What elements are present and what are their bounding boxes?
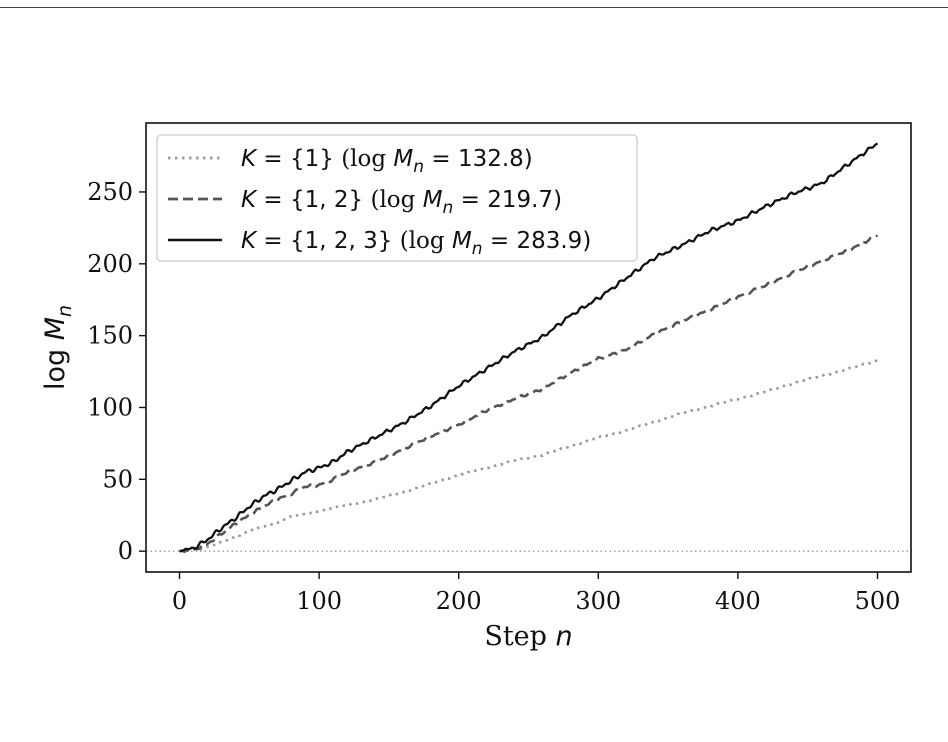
y-axis-label: log Mn bbox=[40, 305, 76, 390]
plot-frame bbox=[145, 122, 912, 573]
y-tick-label-50: 50 bbox=[102, 465, 133, 493]
x-tick-label-500: 500 bbox=[855, 587, 901, 615]
y-axis-label-var: M bbox=[40, 317, 71, 340]
x-tick-label-100: 100 bbox=[296, 587, 342, 615]
y-tick-label-100: 100 bbox=[87, 393, 133, 421]
legend-label-1: K = {1} (log Mn = 132.8) bbox=[241, 146, 533, 177]
y-tick-label-0: 0 bbox=[118, 537, 133, 565]
x-tick-label-300: 300 bbox=[575, 587, 621, 615]
series-line-3 bbox=[179, 142, 879, 553]
y-tick-label-200: 200 bbox=[87, 250, 133, 278]
y-tick-label-150: 150 bbox=[87, 322, 133, 350]
x-axis-label-var: n bbox=[556, 621, 573, 652]
series-line-2 bbox=[179, 234, 879, 554]
y-axis-label-sub: n bbox=[54, 305, 76, 317]
series-line-1 bbox=[179, 359, 878, 553]
top-divider-line bbox=[0, 7, 948, 8]
y-axis-ticks: 0 50 100 150 200 250 bbox=[87, 178, 146, 565]
y-axis-label-log: log bbox=[40, 340, 71, 390]
legend-box bbox=[156, 134, 638, 262]
series-layer bbox=[179, 142, 879, 554]
legend-label-2: K = {1, 2} (log Mn = 219.7) bbox=[241, 187, 562, 218]
legend: K = {1} (log Mn = 132.8) K = {1, 2} (log … bbox=[156, 134, 638, 262]
y-tick-label-250: 250 bbox=[87, 178, 133, 206]
x-axis-label: Step n bbox=[484, 621, 572, 652]
x-tick-label-0: 0 bbox=[172, 587, 187, 615]
x-axis-ticks: 0 100 200 300 400 500 bbox=[172, 572, 901, 615]
x-tick-label-200: 200 bbox=[436, 587, 482, 615]
x-tick-label-400: 400 bbox=[715, 587, 761, 615]
legend-label-3: K = {1, 2, 3} (log Mn = 283.9) bbox=[241, 228, 591, 259]
x-axis-label-word: Step bbox=[484, 621, 555, 652]
